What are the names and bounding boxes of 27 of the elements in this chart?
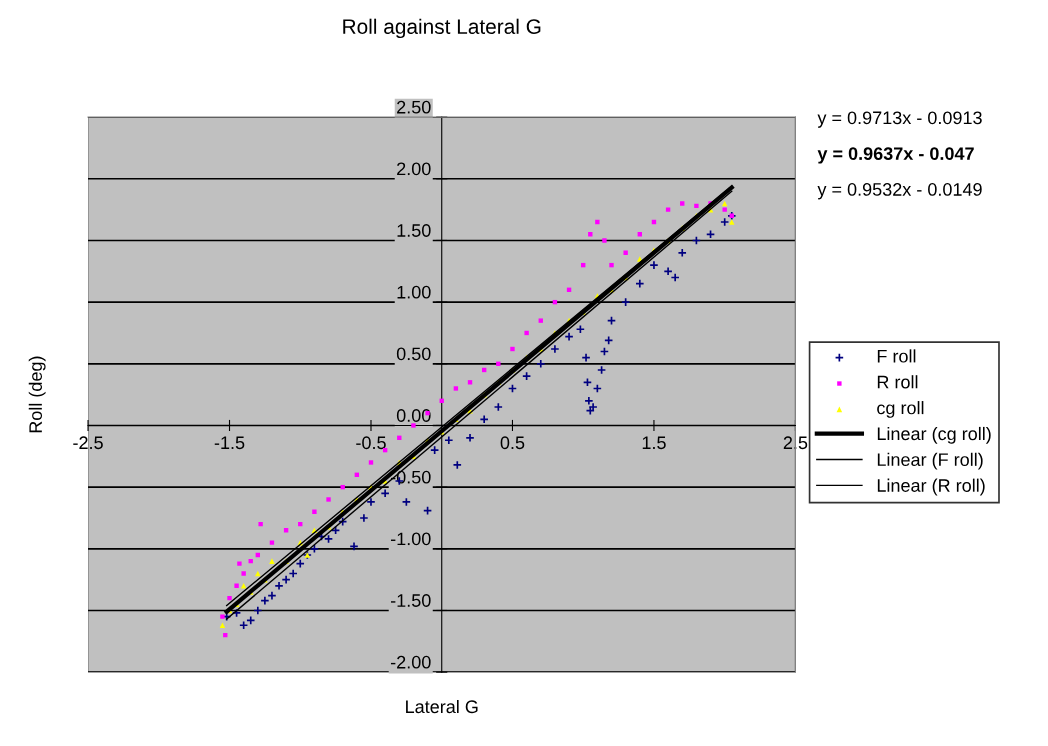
chart-title: Roll against Lateral G — [343, 18, 541, 39]
y-tick-label: 2.00 — [397, 162, 431, 176]
legend-label: Linear (R roll) — [877, 478, 985, 496]
y-tick-label: 0.00 — [396, 409, 431, 422]
y-tick-label: 0.50 — [396, 347, 431, 361]
y-tick-label: 1.00 — [397, 285, 431, 299]
text: y = 0.9532x - 0.0149 — [817, 183, 982, 200]
text: y = 0.9713x - 0.0913 — [817, 111, 982, 128]
x-tick-label: -0.5 — [356, 436, 386, 450]
legend-label: cg roll — [877, 401, 924, 418]
y-tick-label: -2.00 — [390, 655, 431, 669]
x-axis-title: Lateral G — [406, 699, 478, 714]
y-tick-label: 1.50 — [397, 224, 431, 237]
x-tick-label: 1.5 — [642, 436, 666, 450]
legend-label: F roll — [877, 349, 916, 363]
y-axis-title: Roll (deg) — [28, 356, 46, 433]
x-tick-label: -1.5 — [214, 436, 245, 450]
legend-label: Linear (cg roll) — [877, 426, 991, 444]
legend-label: R roll — [877, 375, 918, 389]
y-tick-label: -1.00 — [390, 532, 431, 546]
x-tick-label: -2.5 — [73, 436, 103, 450]
text: y = 0.9637x - 0.047 — [817, 147, 974, 164]
y-tick-label: -1.50 — [390, 594, 431, 607]
y-tick-label: 2.50 — [397, 100, 431, 114]
x-tick-label: 2.5 — [783, 436, 808, 450]
legend-label: Linear (F roll) — [877, 452, 983, 470]
x-tick-label: 0.5 — [500, 436, 525, 450]
